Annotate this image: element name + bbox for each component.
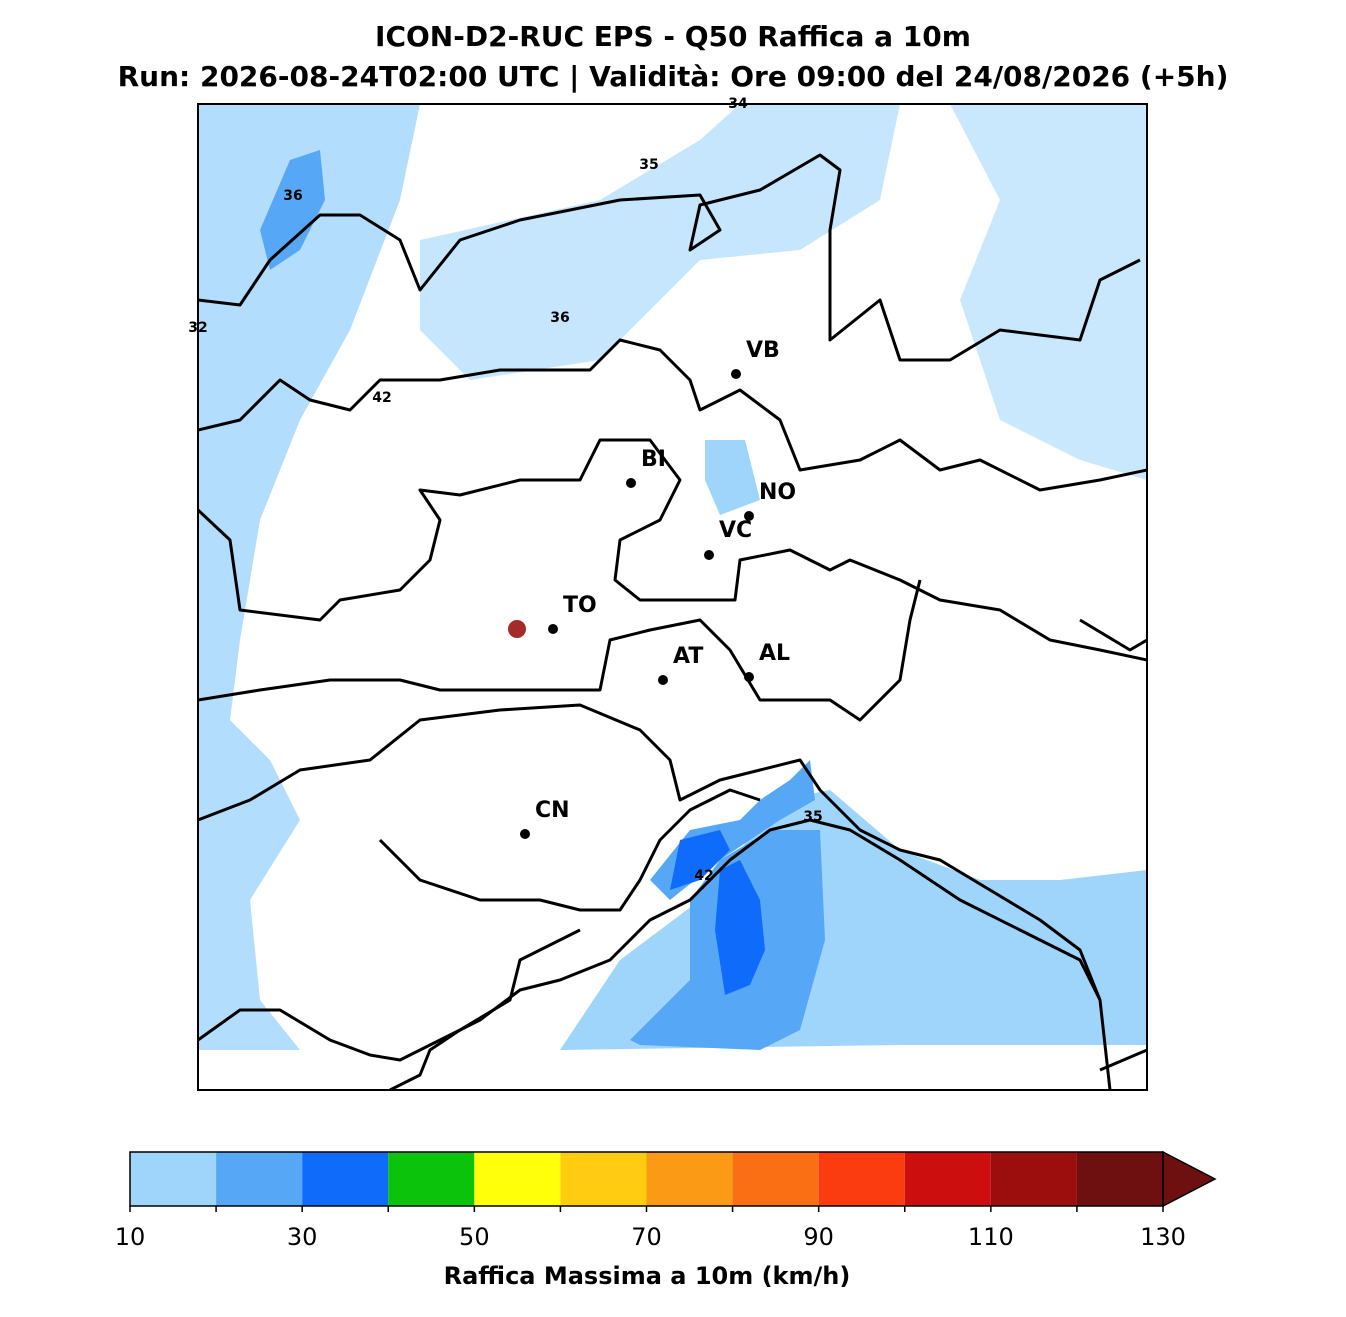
colorbar-bin — [388, 1152, 475, 1206]
subtitle: Run: 2026-08-24T02:00 UTC | Validità: Or… — [118, 60, 1229, 93]
map: VB BI NO VC TO AT AL CN 34 35 36 36 32 4… — [188, 96, 1148, 1091]
city-dot — [658, 675, 668, 685]
contour-label: 32 — [188, 320, 207, 336]
colorbar-tick-label: 30 — [287, 1223, 318, 1251]
contour-label: 42 — [694, 868, 713, 884]
city-label: BI — [641, 447, 666, 472]
colorbar-extend — [1162, 1150, 1217, 1208]
colorbar-bin — [560, 1152, 647, 1206]
city-label: CN — [535, 798, 570, 823]
city-label: AT — [673, 644, 703, 669]
colorbar-bin — [474, 1152, 561, 1206]
colorbar-bin — [904, 1152, 991, 1206]
colorbar-label: Raffica Massima a 10m (km/h) — [444, 1262, 851, 1290]
contour-label: 42 — [372, 390, 391, 406]
colorbar-bin — [646, 1152, 733, 1206]
contour-labels: 34 35 36 36 32 42 35 42 — [188, 96, 822, 884]
colorbar-bin — [302, 1152, 389, 1206]
city-dot — [626, 478, 636, 488]
colorbar-bin — [818, 1152, 905, 1206]
colorbar-tick-label: 50 — [459, 1223, 490, 1251]
contour-label: 34 — [728, 96, 748, 112]
city-dot — [704, 550, 714, 560]
city-label: VC — [719, 518, 752, 543]
city-label: VB — [746, 338, 780, 363]
contour-label: 36 — [550, 310, 569, 326]
colorbar-tick-label: 90 — [803, 1223, 834, 1251]
title: ICON-D2-RUC EPS - Q50 Raffica a 10m — [375, 20, 971, 53]
colorbar-bin — [732, 1152, 819, 1206]
colorbar-tick-label: 10 — [115, 1223, 146, 1251]
city-dot — [744, 672, 754, 682]
city-dot — [744, 511, 754, 521]
city-dot — [548, 624, 558, 634]
colorbar-tick-label: 70 — [631, 1223, 662, 1251]
city-label: NO — [759, 480, 796, 505]
contour-label: 35 — [639, 157, 658, 173]
city-label: AL — [759, 641, 790, 666]
city-label: TO — [563, 593, 597, 618]
colorbar-bin — [990, 1152, 1077, 1206]
contour-label: 36 — [283, 188, 302, 204]
city-dot — [520, 829, 530, 839]
colorbar-tick-label: 110 — [968, 1223, 1014, 1251]
wind-field — [198, 104, 1147, 1050]
colorbar: 10 30 50 70 90 110 130 — [115, 1150, 1217, 1251]
location-marker — [508, 620, 526, 638]
colorbar-bin — [216, 1152, 303, 1206]
contour-label: 35 — [803, 809, 822, 825]
cities: VB BI NO VC TO AT AL CN — [520, 338, 796, 839]
colorbar-bin — [130, 1152, 217, 1206]
map-frame — [197, 103, 1148, 1091]
colorbar-bin — [1076, 1152, 1163, 1206]
colorbar-tick-label: 130 — [1140, 1223, 1186, 1251]
city-dot — [731, 369, 741, 379]
borders — [198, 153, 1147, 1090]
